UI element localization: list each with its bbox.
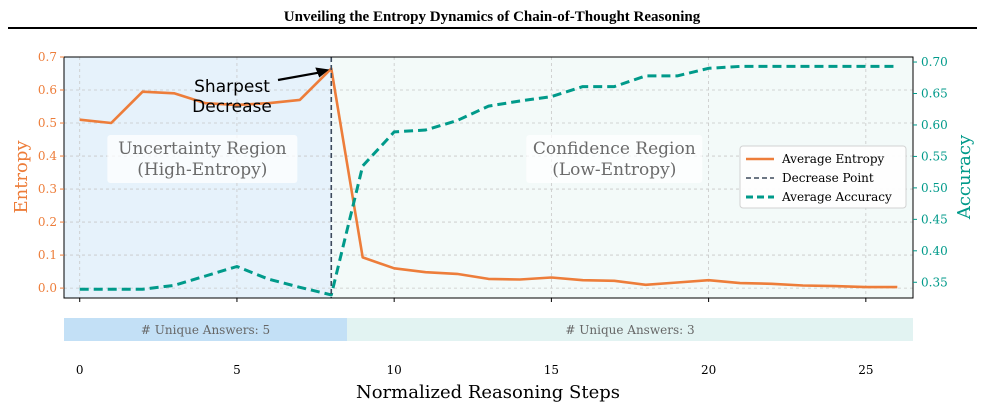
y-axis-right-label: Accuracy: [954, 134, 975, 220]
answer-bands: # Unique Answers: 5 # Unique Answers: 3: [64, 318, 913, 341]
y-left-tick-label: 0.5: [38, 116, 57, 130]
y-left-tick-label: 0.4: [38, 149, 57, 163]
series-line-average-accuracy: [79, 64, 898, 297]
legend: Average Entropy Decrease Point Average Acc…: [739, 145, 907, 209]
region-labels: Uncertainty Region(High-Entropy) Confiden…: [107, 135, 703, 183]
y-right-tick-label: 0.40: [921, 244, 948, 258]
y-right-tick-label: 0.35: [921, 275, 948, 289]
axes: [63, 56, 914, 299]
series-lines: [79, 57, 898, 298]
answer-band-label: # Unique Answers: 5: [141, 323, 270, 337]
series-line-average-entropy: [79, 67, 898, 289]
y-left-tick-label: 0.7: [38, 50, 57, 64]
annotation-arrow-head: [315, 67, 330, 78]
region-label-line1: Confidence Region: [533, 139, 696, 159]
x-tick-label: 5: [233, 363, 241, 377]
x-tick-label: 0: [76, 363, 84, 377]
plot-frame: [63, 56, 914, 299]
legend-label: Average Entropy: [781, 152, 885, 166]
y-axis-left-label: Entropy: [11, 140, 32, 214]
x-tick-label: 25: [858, 363, 873, 377]
y-left-tick-label: 0.3: [38, 182, 57, 196]
region-label-line1: Uncertainty Region: [118, 139, 287, 159]
y-left-tick-label: 0.0: [38, 281, 57, 295]
y-right-tick-label: 0.60: [921, 118, 948, 132]
answer-band-label: # Unique Answers: 3: [565, 323, 694, 337]
y-left-tick-label: 0.1: [38, 248, 57, 262]
answer-band-1: [347, 318, 913, 341]
legend-box: [739, 145, 907, 209]
y-left-tick-label: 0.2: [38, 215, 57, 229]
region-label-box: [107, 135, 298, 183]
y-right-tick-label: 0.70: [921, 55, 948, 69]
x-tick-label: 20: [701, 363, 716, 377]
annotation-arrow-shaft: [277, 71, 320, 82]
y-left-tick-label: 0.6: [38, 83, 57, 97]
y-right-tick-label: 0.50: [921, 181, 948, 195]
annotation-line1: Sharpest: [194, 77, 270, 97]
legend-label: Decrease Point: [782, 171, 874, 185]
region-label-box: [526, 135, 703, 183]
region-label-line2: (Low-Entropy): [552, 160, 676, 180]
x-axis-label: Normalized Reasoning Steps: [356, 382, 620, 403]
annotation-line2: Decrease: [192, 97, 272, 117]
x-tick-label: 10: [387, 363, 402, 377]
x-tick-label: 15: [544, 363, 559, 377]
y-right-tick-label: 0.55: [921, 149, 948, 163]
y-right-tick-label: 0.45: [921, 212, 948, 226]
region-label-line2: (High-Entropy): [137, 160, 267, 180]
answer-band-0: [64, 318, 347, 341]
tick-labels: 0 5 10 15 20 25 0.0 0.1 0.2 0.3 0.4 0.5 0.6 0.7 0.35 0.…: [38, 50, 948, 377]
y-right-tick-label: 0.65: [921, 86, 948, 100]
chart-title: Unveiling the Entropy Dynamics of Chain-…: [284, 9, 701, 25]
legend-label: Average Accuracy: [781, 190, 892, 204]
